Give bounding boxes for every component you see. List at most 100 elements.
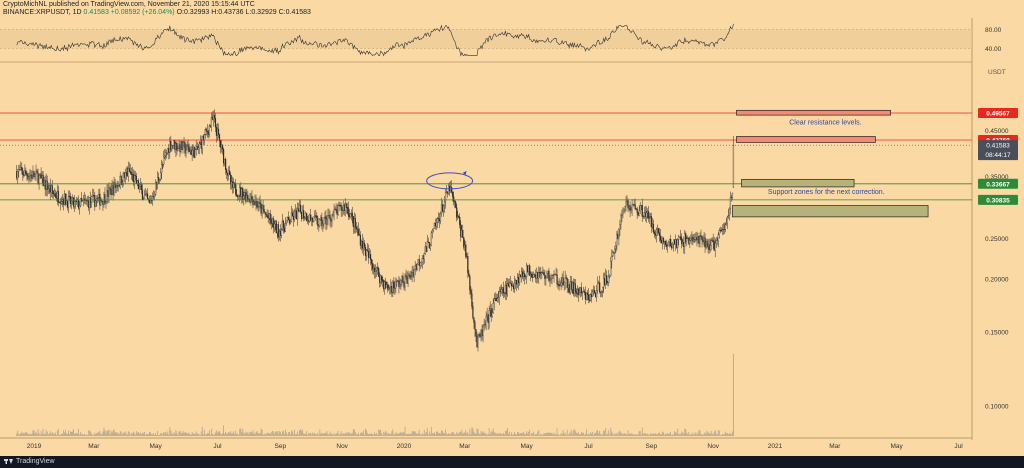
- candle-body: [75, 200, 78, 202]
- volume-bar: [512, 434, 513, 436]
- price-tick-label: 0.45000: [985, 128, 1009, 135]
- candle: [638, 205, 640, 217]
- volume-bar: [481, 432, 483, 436]
- volume-bar: [589, 434, 590, 436]
- volume-bar: [602, 434, 604, 436]
- candle-body: [115, 185, 117, 188]
- candle-body: [37, 172, 39, 184]
- candle-body: [502, 287, 504, 294]
- candle: [687, 235, 689, 239]
- candle-body: [653, 231, 655, 234]
- candle-body: [134, 175, 136, 177]
- candle-body: [211, 117, 214, 120]
- candle-body: [47, 188, 49, 190]
- candle-body: [379, 276, 381, 283]
- candle: [520, 267, 523, 283]
- volume-bar: [517, 431, 518, 436]
- candle-body: [175, 143, 177, 150]
- volume-bar: [611, 431, 613, 436]
- candle: [628, 204, 630, 212]
- candle-body: [256, 201, 258, 208]
- volume-bar: [180, 432, 182, 436]
- candle-body: [372, 267, 375, 270]
- candle-body: [630, 209, 632, 211]
- volume-bar: [470, 434, 472, 436]
- candle-body: [78, 199, 80, 209]
- candle-body: [462, 230, 464, 238]
- candle: [214, 112, 217, 132]
- candle-body: [322, 223, 324, 227]
- candle-body: [541, 272, 543, 275]
- candle: [357, 222, 359, 237]
- candle: [436, 216, 439, 229]
- candle: [313, 216, 315, 223]
- volume-bar: [263, 434, 265, 436]
- volume-bar: [394, 434, 396, 436]
- candle: [678, 234, 680, 246]
- candle: [145, 190, 148, 197]
- candle: [524, 270, 526, 285]
- volume-bar: [76, 433, 77, 436]
- candle-body: [423, 253, 425, 260]
- time-tick-label: Sep: [646, 443, 658, 450]
- candle: [492, 298, 494, 314]
- candle: [503, 291, 505, 298]
- volume-bar: [152, 434, 154, 436]
- candle: [481, 324, 483, 341]
- volume-bar: [322, 433, 324, 436]
- volume-bar: [524, 433, 526, 436]
- candle: [65, 193, 68, 205]
- candle: [621, 209, 623, 223]
- volume-bar: [128, 432, 130, 436]
- candle: [552, 273, 554, 279]
- candle-body: [610, 261, 612, 277]
- candle: [29, 169, 31, 182]
- candle-body: [646, 210, 648, 214]
- candle: [579, 287, 581, 298]
- candle-body: [657, 228, 660, 234]
- candle: [155, 179, 157, 196]
- volume-bar: [179, 430, 181, 436]
- candle: [543, 269, 545, 276]
- candle-body: [283, 227, 285, 232]
- volume-bar: [586, 429, 587, 436]
- candle-body: [446, 191, 449, 194]
- volume-bar: [303, 433, 305, 436]
- candle: [391, 281, 393, 298]
- volume-bar: [525, 434, 527, 436]
- candle: [287, 211, 290, 221]
- candle-body: [108, 187, 110, 197]
- candle-body: [702, 239, 704, 242]
- candle: [245, 188, 247, 204]
- candle: [616, 231, 618, 252]
- symbol-label[interactable]: BINANCE:XRPUSDT, 1D: [3, 9, 82, 16]
- candle: [652, 219, 654, 234]
- candle-body: [485, 316, 487, 326]
- candle-body: [660, 240, 663, 244]
- candle-body: [715, 240, 717, 244]
- candle-body: [199, 142, 201, 144]
- candle-body: [665, 244, 668, 247]
- candle-body: [724, 224, 726, 230]
- volume-bar: [231, 433, 233, 436]
- candle-body: [612, 252, 614, 257]
- volume-bar: [349, 433, 351, 436]
- volume-bar: [364, 434, 365, 436]
- candle-body: [266, 214, 268, 217]
- candle-body: [153, 196, 155, 198]
- candle-body: [706, 241, 708, 247]
- volume-bar: [477, 428, 479, 436]
- volume-bar: [719, 434, 721, 436]
- candle-body: [563, 282, 565, 286]
- candle-body: [405, 275, 407, 278]
- candle-body: [575, 291, 577, 294]
- candle-body: [107, 190, 109, 197]
- candle: [351, 206, 353, 224]
- volume-bar: [624, 433, 626, 436]
- candle: [539, 267, 541, 278]
- candle: [710, 237, 712, 251]
- candle-body: [40, 173, 42, 179]
- candle-body: [375, 269, 377, 272]
- volume-bar: [145, 434, 146, 436]
